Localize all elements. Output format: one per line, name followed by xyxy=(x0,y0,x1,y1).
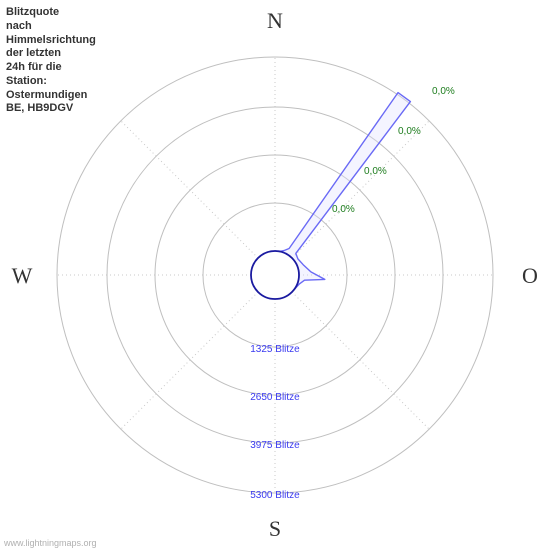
footer-link: www.lightningmaps.org xyxy=(4,538,97,548)
cardinal-label: N xyxy=(267,8,283,33)
center-circle xyxy=(251,251,299,299)
cardinal-label: W xyxy=(12,263,33,288)
chart-title: Blitzquote nach Himmelsrichtung der letz… xyxy=(6,6,96,116)
cardinal-label: O xyxy=(522,263,538,288)
pct-label: 0,0% xyxy=(364,166,387,177)
grid-spoke xyxy=(121,121,275,275)
ring-label: 5300 Blitze xyxy=(250,490,300,501)
ring-label: 1325 Blitze xyxy=(250,344,300,355)
grid-spoke xyxy=(275,121,429,275)
pct-label: 0,0% xyxy=(398,126,421,137)
ring-label: 2650 Blitze xyxy=(250,392,300,403)
ring-label: 3975 Blitze xyxy=(250,440,300,451)
pct-label: 0,0% xyxy=(432,86,455,97)
cardinal-label: S xyxy=(269,516,281,541)
pct-label: 0,0% xyxy=(332,204,355,215)
